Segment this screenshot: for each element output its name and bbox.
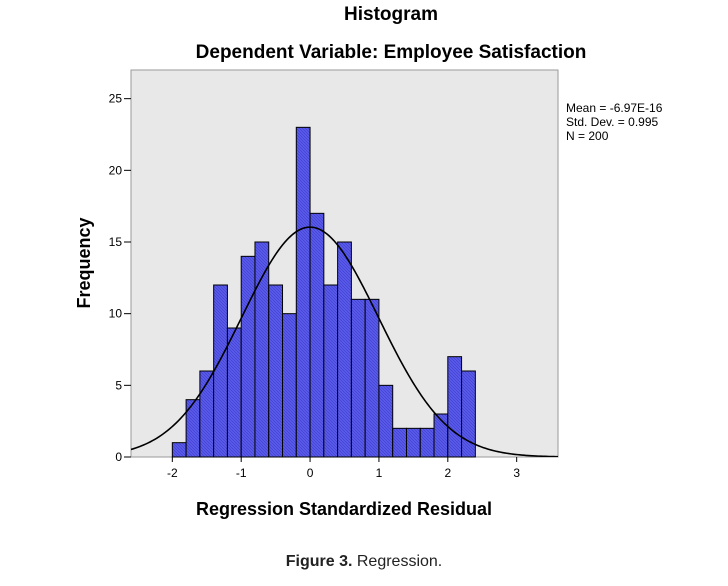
y-tick-label-4: 20 (109, 163, 123, 177)
y-tick-label-2: 10 (109, 307, 123, 321)
histogram-bar-11 (323, 284, 339, 458)
y-tick-label-1: 5 (115, 378, 122, 392)
histogram-bar-16 (392, 427, 407, 458)
histogram-bar-9 (295, 126, 311, 458)
stats-mean: Mean = -6.97E-16 (566, 101, 663, 115)
caption-label: Figure 3. (285, 553, 353, 570)
chart-subtitle: Dependent Variable: Employee Satisfactio… (196, 42, 587, 63)
histogram-chart: Histogram Dependent Variable: Employee S… (74, 4, 663, 519)
chart-title: Histogram (344, 4, 438, 25)
histogram-bar-15 (378, 384, 394, 458)
stats-std-dev: Std. Dev. = 0.995 (566, 115, 658, 129)
histogram-bar-3 (213, 284, 228, 458)
caption-text: Regression. (356, 553, 443, 570)
x-tick-label-0: -2 (167, 466, 178, 480)
x-tick-label-1: -1 (236, 466, 247, 480)
x-tick-label-4: 2 (444, 466, 451, 480)
normal-curve (131, 226, 558, 457)
histogram-bar-4 (226, 327, 242, 458)
histogram-bar-8 (282, 313, 297, 458)
histogram-bar-1 (185, 399, 201, 458)
x-tick-label-5: 3 (513, 466, 520, 480)
x-tick-label-2: 0 (307, 466, 314, 480)
y-tick-label-3: 15 (109, 235, 123, 249)
histogram-bar-17 (405, 427, 421, 458)
histogram-bar-7 (268, 284, 284, 458)
histogram-bar-21 (461, 370, 476, 458)
histogram-bar-20 (447, 356, 463, 458)
y-axis-label: Frequency (74, 217, 94, 308)
histogram-bar-12 (337, 241, 352, 458)
histogram-bar-18 (419, 427, 435, 458)
histogram-bar-13 (350, 298, 366, 458)
stats-box: Mean = -6.97E-16 Std. Dev. = 0.995 N = 2… (566, 101, 663, 143)
histogram-bars (171, 126, 476, 458)
y-tick-label-0: 0 (115, 450, 122, 464)
histogram-bar-14 (364, 298, 380, 458)
y-axis: 0 5 10 15 20 25 (109, 92, 131, 464)
y-tick-label-5: 25 (109, 92, 123, 106)
x-axis-label: Regression Standardized Residual (196, 499, 492, 519)
histogram-bar-10 (309, 212, 325, 458)
histogram-bar-0 (171, 442, 187, 458)
histogram-bar-5 (240, 255, 256, 458)
figure-caption: Figure 3. Regression. (0, 553, 728, 571)
x-axis: -2 -1 0 1 2 3 (167, 457, 520, 480)
x-tick-label-3: 1 (376, 466, 383, 480)
histogram-bar-6 (254, 241, 270, 458)
stats-n: N = 200 (566, 129, 609, 143)
